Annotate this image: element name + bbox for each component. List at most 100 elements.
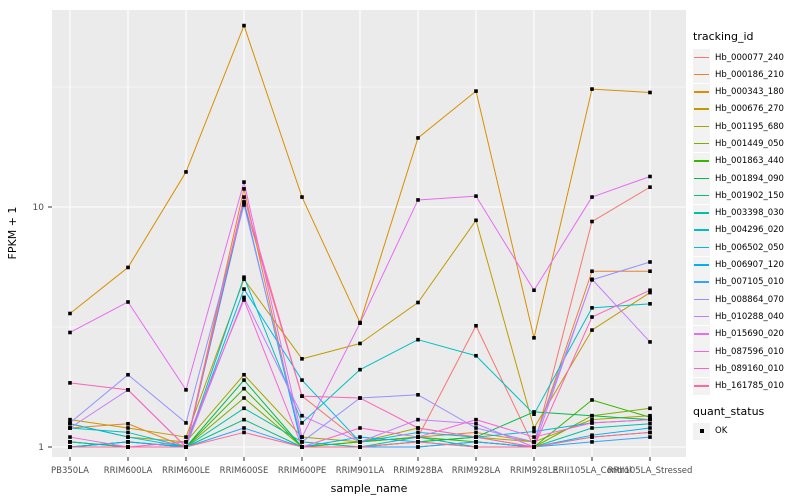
- data-point-marker: [68, 311, 72, 316]
- legend-item-label: Hb_007105_010: [715, 277, 784, 288]
- data-point-marker: [242, 372, 246, 377]
- legend-key-line: [694, 350, 709, 353]
- legend-key-line: [694, 315, 709, 318]
- legend-key-swatch: [693, 66, 710, 84]
- data-point-marker: [648, 430, 652, 435]
- legend-item: Hb_001902_150: [693, 187, 799, 205]
- data-point-marker: [648, 260, 652, 264]
- legend-key-swatch: [693, 291, 710, 309]
- data-point-marker: [300, 357, 304, 361]
- legend-key-line: [694, 108, 709, 110]
- data-point-marker: [358, 396, 362, 400]
- data-point-marker: [590, 269, 594, 274]
- data-point-marker: [648, 185, 652, 189]
- data-point-marker: [126, 445, 130, 449]
- legend-item-label: Hb_000077_240: [715, 52, 784, 63]
- data-point-marker: [300, 440, 304, 444]
- data-point-marker: [184, 435, 188, 439]
- data-point-marker: [300, 195, 304, 199]
- data-point-marker: [416, 300, 420, 305]
- data-point-marker: [184, 170, 188, 174]
- legend-items: Hb_000077_240 Hb_000186_210 Hb_000343_180 H…: [693, 49, 799, 395]
- data-point-marker: [648, 435, 652, 439]
- data-point-marker: [242, 277, 246, 282]
- legend-key-swatch: [693, 256, 710, 274]
- legend-key-swatch: [693, 187, 710, 205]
- legend-title: tracking_id: [693, 30, 754, 43]
- legend-item: Hb_015690_020: [693, 325, 799, 343]
- data-point-marker: [474, 440, 478, 444]
- data-point-marker: [532, 288, 536, 293]
- data-point-marker: [648, 340, 652, 344]
- data-point-marker: [126, 265, 130, 270]
- data-point-marker: [648, 290, 652, 295]
- data-point-marker: [68, 440, 72, 444]
- legend-item-label: Hb_089160_010: [715, 363, 784, 374]
- legend-key-line: [694, 73, 709, 76]
- legend-key-swatch: [693, 325, 710, 343]
- legend-key-line: [694, 91, 709, 93]
- data-point-marker: [416, 430, 420, 435]
- data-point-marker: [300, 435, 304, 439]
- data-point-marker: [126, 426, 130, 430]
- quant-legend-label: OK: [715, 426, 728, 437]
- data-point-marker: [126, 440, 130, 444]
- legend-key-line: [694, 194, 709, 197]
- legend-key-line: [694, 160, 709, 162]
- data-point-marker: [590, 306, 594, 310]
- data-point-marker: [242, 417, 246, 422]
- data-point-marker: [474, 430, 478, 435]
- data-point-marker: [242, 180, 246, 184]
- data-point-marker: [126, 300, 130, 304]
- legend-item-label: Hb_006502_050: [715, 242, 784, 253]
- data-point-marker: [416, 445, 420, 449]
- data-point-marker: [590, 413, 594, 418]
- data-point-marker: [242, 200, 246, 204]
- data-point-marker: [474, 194, 478, 198]
- x-tick-label: RRIM928BA: [393, 466, 443, 476]
- data-point-marker: [68, 445, 72, 449]
- data-point-marker: [358, 426, 362, 430]
- data-point-marker: [242, 430, 246, 435]
- data-point-marker: [68, 421, 72, 425]
- quant-key-point-icon: [699, 429, 704, 434]
- data-point-marker: [416, 393, 420, 397]
- data-point-marker: [300, 378, 304, 382]
- data-point-marker: [648, 269, 652, 274]
- x-tick-label: RRIM901LA: [336, 466, 385, 476]
- x-tick-label: RRIM600LA: [104, 466, 153, 476]
- data-point-marker: [242, 426, 246, 430]
- legend-item-label: Hb_087596_010: [715, 346, 784, 357]
- data-point-marker: [300, 394, 304, 398]
- legend-key-line: [694, 246, 709, 249]
- legend-key-swatch: [693, 49, 710, 66]
- data-point-marker: [358, 367, 362, 372]
- data-point-marker: [416, 198, 420, 202]
- legend-key-line: [694, 385, 709, 387]
- data-point-marker: [416, 435, 420, 439]
- legend-key-swatch: [693, 221, 710, 239]
- data-point-marker: [474, 353, 478, 358]
- quant-legend-title: quant_status: [693, 404, 765, 418]
- quant-key-swatch: [693, 422, 710, 440]
- data-point-marker: [648, 90, 652, 95]
- legend-key-line: [694, 229, 709, 231]
- legend-item: Hb_003398_030: [693, 204, 799, 222]
- legend-key-swatch: [693, 83, 710, 101]
- data-point-marker: [68, 381, 72, 385]
- data-point-marker: [648, 302, 652, 306]
- quant-legend-items: OK: [693, 422, 799, 440]
- legend-key-line: [694, 125, 709, 128]
- x-tick-label: RRIM928LE: [510, 466, 558, 476]
- data-point-marker: [300, 445, 304, 449]
- data-point-marker: [532, 445, 536, 449]
- legend-item-label: Hb_161785_010: [715, 381, 784, 392]
- legend-item-label: Hb_000676_270: [715, 104, 784, 115]
- legend-item-label: Hb_015690_020: [715, 329, 784, 340]
- legend-item: Hb_000077_240: [693, 49, 799, 66]
- data-point-marker: [358, 321, 362, 325]
- legend-item: Hb_006907_120: [693, 256, 799, 274]
- legend-item: Hb_004296_020: [693, 221, 799, 239]
- data-point-marker: [648, 174, 652, 179]
- legend-key-line: [694, 264, 709, 266]
